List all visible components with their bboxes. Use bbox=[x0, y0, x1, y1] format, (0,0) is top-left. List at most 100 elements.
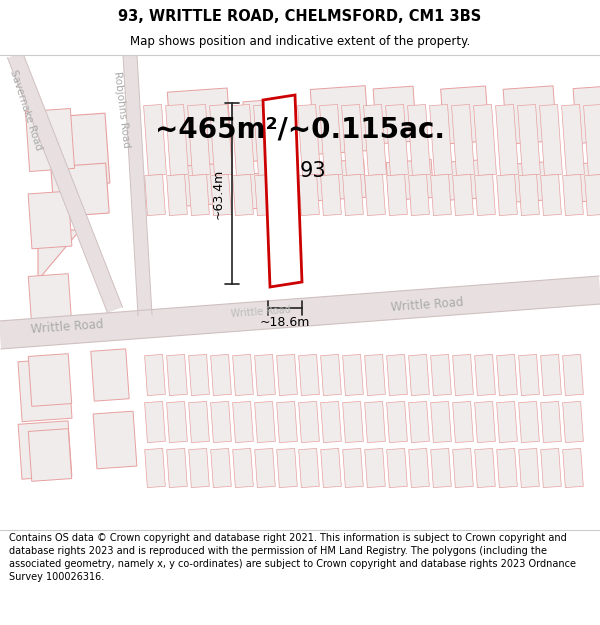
Polygon shape bbox=[188, 104, 211, 176]
Polygon shape bbox=[503, 86, 557, 144]
Polygon shape bbox=[473, 104, 496, 176]
Polygon shape bbox=[584, 104, 600, 176]
Polygon shape bbox=[211, 448, 232, 488]
Polygon shape bbox=[320, 448, 341, 488]
Polygon shape bbox=[541, 448, 562, 488]
Polygon shape bbox=[541, 354, 562, 396]
Polygon shape bbox=[188, 448, 209, 488]
Polygon shape bbox=[431, 354, 451, 396]
Text: Writtle Road: Writtle Road bbox=[230, 305, 290, 319]
Polygon shape bbox=[320, 104, 343, 176]
Polygon shape bbox=[386, 448, 407, 488]
Polygon shape bbox=[233, 401, 253, 442]
Polygon shape bbox=[343, 448, 364, 488]
Polygon shape bbox=[299, 354, 319, 396]
Polygon shape bbox=[497, 174, 517, 216]
Polygon shape bbox=[145, 174, 166, 216]
Polygon shape bbox=[475, 448, 496, 488]
Polygon shape bbox=[497, 354, 517, 396]
Polygon shape bbox=[563, 448, 583, 488]
Text: 93, WRITTLE ROAD, CHELMSFORD, CM1 3BS: 93, WRITTLE ROAD, CHELMSFORD, CM1 3BS bbox=[118, 9, 482, 24]
Polygon shape bbox=[518, 174, 539, 216]
Polygon shape bbox=[452, 401, 473, 442]
Polygon shape bbox=[343, 354, 364, 396]
Polygon shape bbox=[343, 174, 364, 216]
Polygon shape bbox=[386, 104, 409, 176]
Polygon shape bbox=[497, 448, 517, 488]
Polygon shape bbox=[277, 354, 298, 396]
Polygon shape bbox=[25, 109, 74, 171]
Polygon shape bbox=[386, 354, 407, 396]
Text: Map shows position and indicative extent of the property.: Map shows position and indicative extent… bbox=[130, 35, 470, 48]
Polygon shape bbox=[28, 429, 71, 481]
Polygon shape bbox=[51, 163, 109, 217]
Polygon shape bbox=[506, 161, 554, 202]
Polygon shape bbox=[243, 98, 297, 162]
Polygon shape bbox=[18, 358, 72, 422]
Polygon shape bbox=[145, 448, 166, 488]
Polygon shape bbox=[373, 86, 417, 144]
Polygon shape bbox=[314, 159, 366, 201]
Polygon shape bbox=[277, 174, 298, 216]
Polygon shape bbox=[320, 401, 341, 442]
Polygon shape bbox=[211, 174, 232, 216]
Polygon shape bbox=[8, 52, 122, 313]
Polygon shape bbox=[167, 88, 233, 172]
Polygon shape bbox=[440, 86, 490, 144]
Polygon shape bbox=[443, 159, 487, 201]
Polygon shape bbox=[254, 354, 275, 396]
Polygon shape bbox=[167, 354, 187, 396]
Polygon shape bbox=[209, 104, 232, 176]
Polygon shape bbox=[166, 104, 188, 176]
Polygon shape bbox=[167, 448, 187, 488]
Polygon shape bbox=[50, 113, 110, 187]
Polygon shape bbox=[407, 104, 430, 176]
Polygon shape bbox=[563, 174, 583, 216]
Polygon shape bbox=[254, 104, 277, 176]
Polygon shape bbox=[320, 174, 341, 216]
Polygon shape bbox=[167, 174, 187, 216]
Polygon shape bbox=[171, 163, 229, 207]
Polygon shape bbox=[518, 401, 539, 442]
Polygon shape bbox=[145, 401, 166, 442]
Text: 93: 93 bbox=[299, 161, 326, 181]
Polygon shape bbox=[541, 401, 562, 442]
Polygon shape bbox=[188, 174, 209, 216]
Polygon shape bbox=[475, 354, 496, 396]
Polygon shape bbox=[573, 86, 600, 144]
Polygon shape bbox=[409, 448, 430, 488]
Polygon shape bbox=[518, 354, 539, 396]
Text: Robjohns Road: Robjohns Road bbox=[112, 71, 131, 149]
Polygon shape bbox=[233, 174, 253, 216]
Polygon shape bbox=[365, 174, 385, 216]
Polygon shape bbox=[167, 401, 187, 442]
Polygon shape bbox=[233, 354, 253, 396]
Polygon shape bbox=[299, 174, 319, 216]
Polygon shape bbox=[409, 174, 430, 216]
Polygon shape bbox=[143, 104, 166, 176]
Text: ~18.6m: ~18.6m bbox=[260, 316, 310, 329]
Polygon shape bbox=[320, 354, 341, 396]
Polygon shape bbox=[452, 354, 473, 396]
Polygon shape bbox=[254, 401, 275, 442]
Polygon shape bbox=[430, 104, 452, 176]
Polygon shape bbox=[431, 401, 451, 442]
Text: Writtle Road: Writtle Road bbox=[390, 296, 464, 314]
Polygon shape bbox=[574, 162, 600, 202]
Polygon shape bbox=[343, 401, 364, 442]
Polygon shape bbox=[233, 448, 253, 488]
Polygon shape bbox=[28, 354, 71, 406]
Polygon shape bbox=[386, 401, 407, 442]
Polygon shape bbox=[409, 401, 430, 442]
Polygon shape bbox=[563, 354, 583, 396]
Text: ~465m²/~0.115ac.: ~465m²/~0.115ac. bbox=[155, 116, 445, 144]
Text: ~63.4m: ~63.4m bbox=[212, 168, 224, 219]
Polygon shape bbox=[299, 448, 319, 488]
Polygon shape bbox=[341, 104, 364, 176]
Polygon shape bbox=[93, 411, 137, 469]
Polygon shape bbox=[475, 401, 496, 442]
Text: Contains OS data © Crown copyright and database right 2021. This information is : Contains OS data © Crown copyright and d… bbox=[9, 533, 576, 582]
Polygon shape bbox=[310, 86, 370, 154]
Polygon shape bbox=[563, 401, 583, 442]
Polygon shape bbox=[38, 230, 80, 280]
